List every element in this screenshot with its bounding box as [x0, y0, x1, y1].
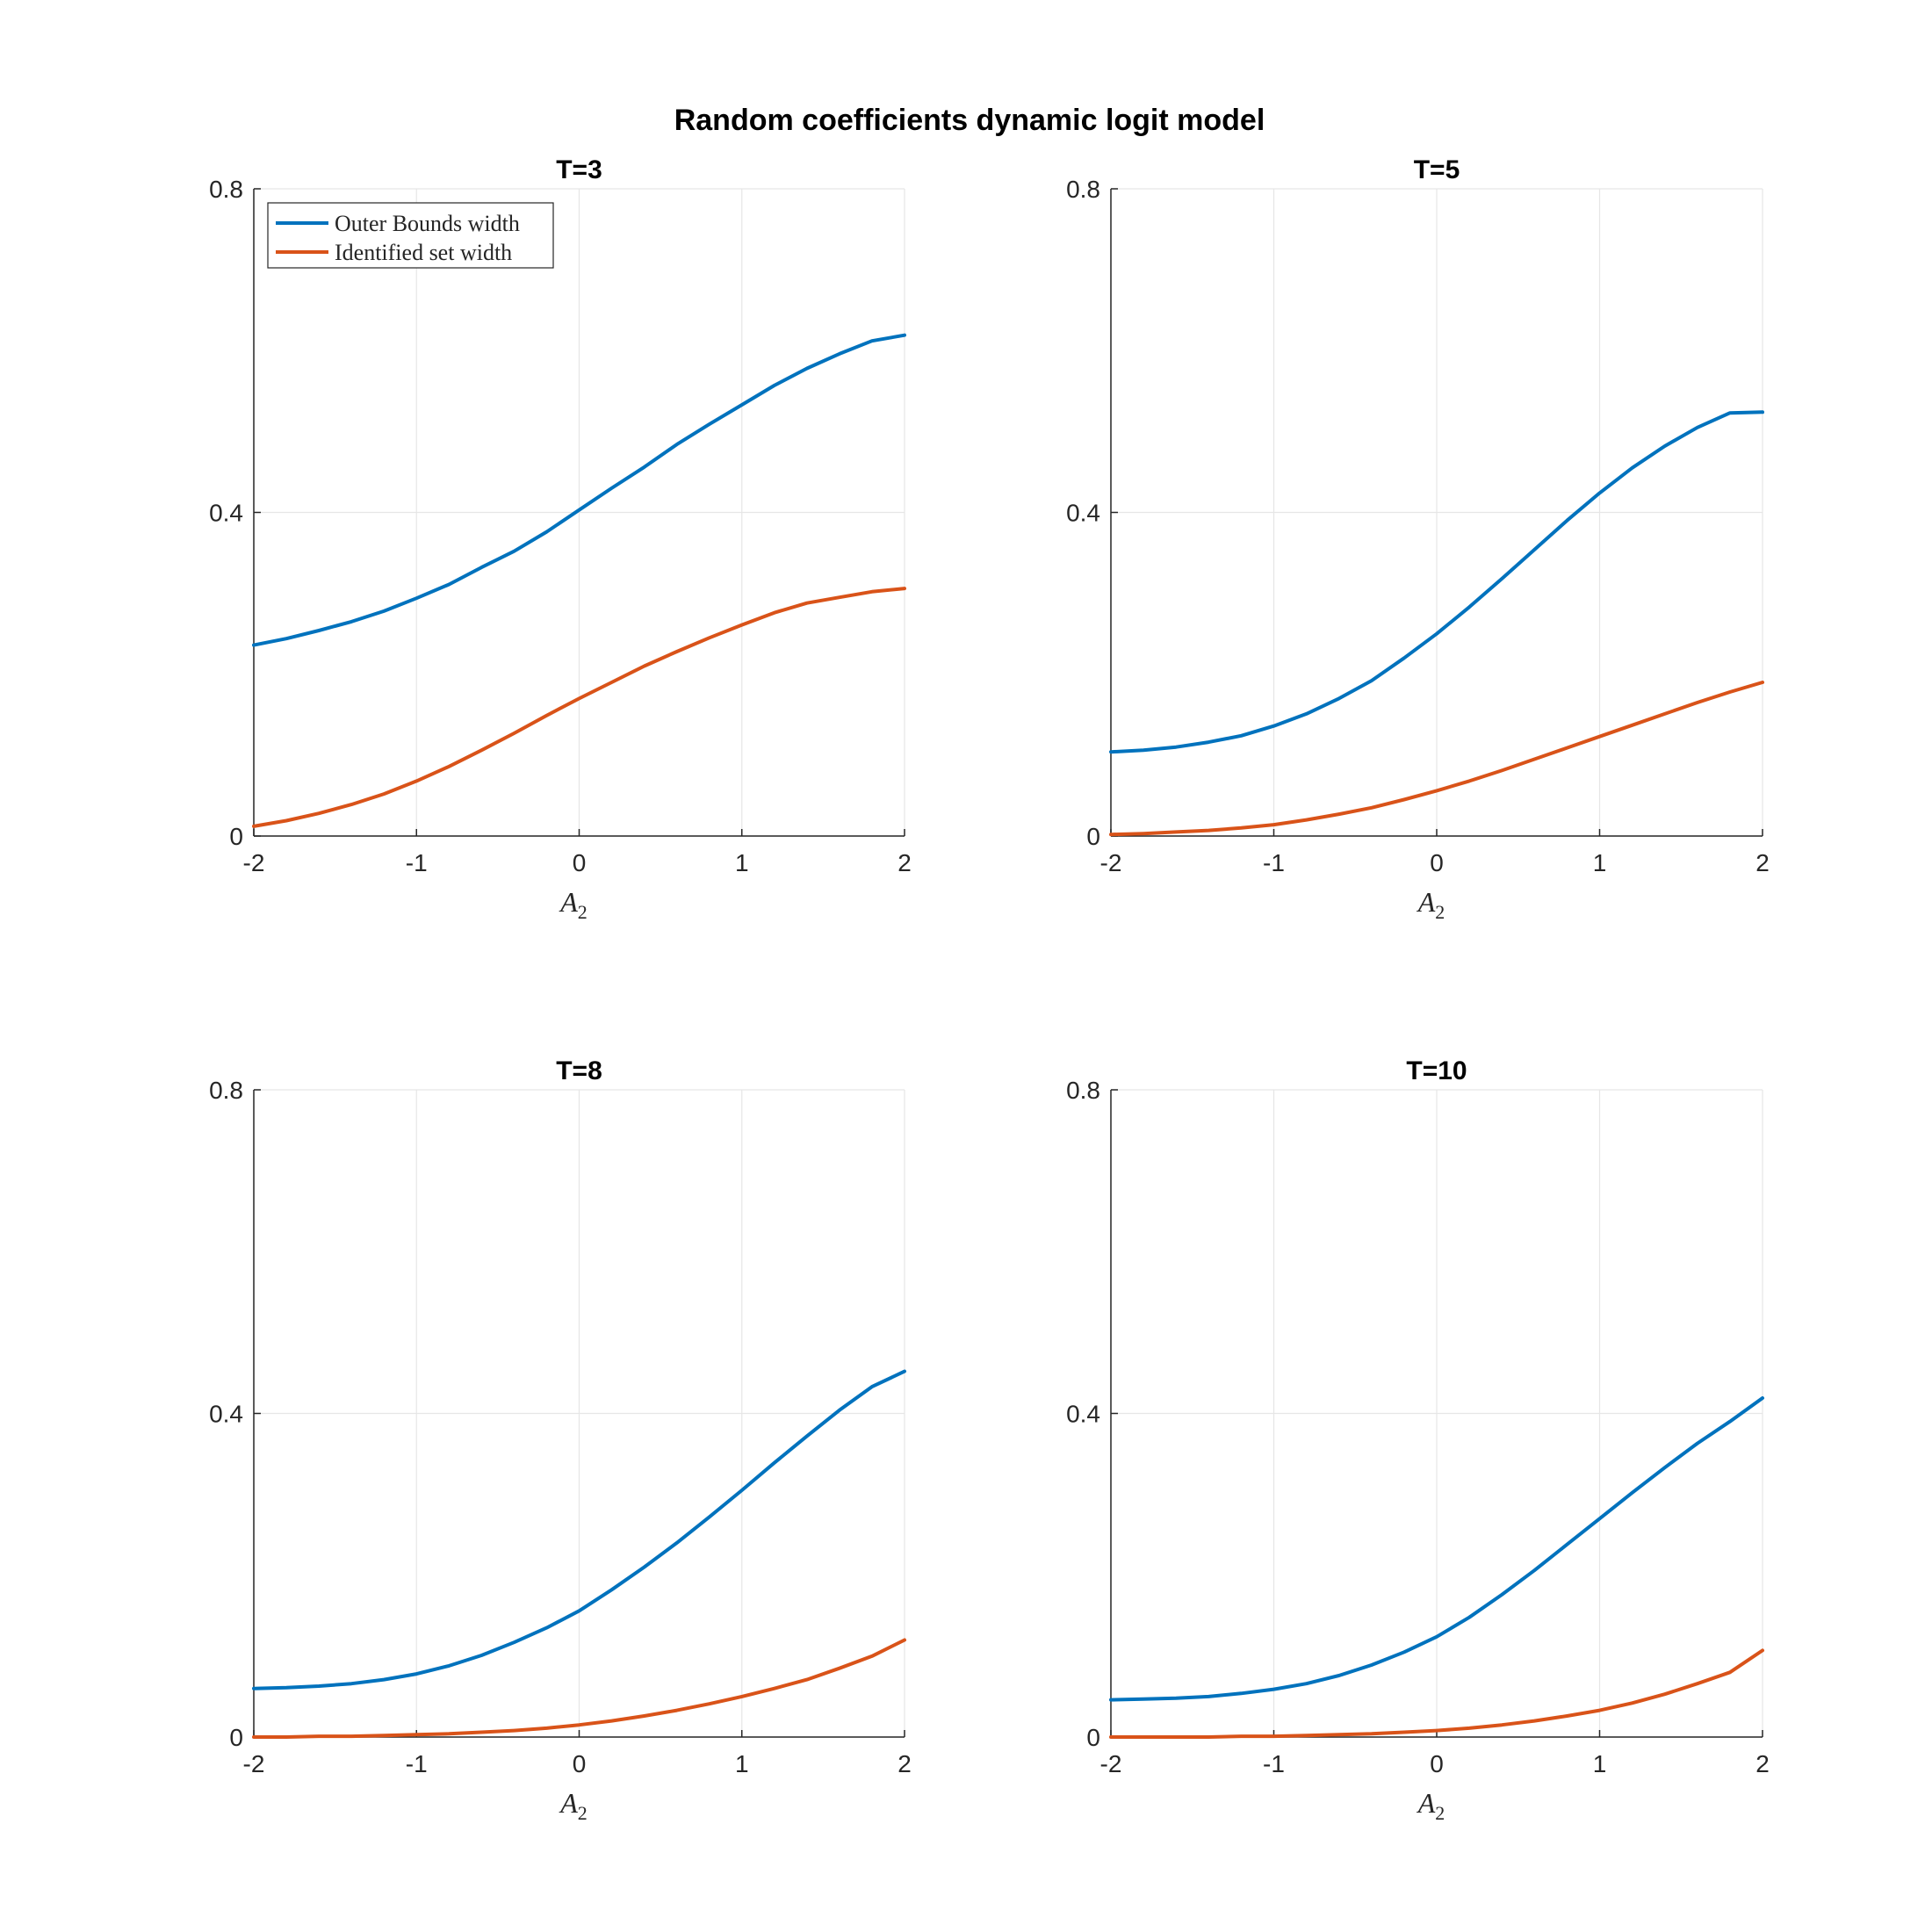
series-line-identified-set-width — [1109, 681, 1764, 837]
x-tick-label: 1 — [735, 849, 749, 876]
x-tick-label: 2 — [898, 1750, 912, 1777]
y-tick-label: 0.8 — [1066, 176, 1100, 203]
x-tick-label: 1 — [1593, 849, 1607, 876]
x-tick-label: -2 — [243, 1750, 265, 1777]
x-axis-label-main: A — [559, 886, 578, 918]
y-tick-label: 0.8 — [209, 176, 243, 203]
x-axis-label-main: A — [1417, 1787, 1436, 1819]
x-tick-label: 0 — [1430, 1750, 1444, 1777]
y-tick-label: 0.4 — [1066, 1401, 1100, 1428]
legend-entry-label: Outer Bounds width — [335, 211, 520, 236]
series-line-identified-set-width — [1109, 1648, 1764, 1739]
x-tick-label: 2 — [1755, 1750, 1770, 1777]
series-line-outer-bounds-width — [1109, 410, 1764, 754]
subplot-3: -2 -1 0 1 200.40.8T=8A2 — [209, 1056, 912, 1824]
y-tick-label: 0.8 — [1066, 1077, 1100, 1104]
subplot-title: T=10 — [1406, 1056, 1467, 1085]
series-line-outer-bounds-width — [252, 1369, 906, 1690]
x-tick-label: 2 — [1755, 849, 1770, 876]
x-tick-label: 1 — [1593, 1750, 1607, 1777]
x-axis-label-main: A — [559, 1787, 578, 1819]
x-axis-label: A2 — [559, 1787, 588, 1824]
y-tick-label: 0 — [1086, 823, 1100, 850]
figure-title: Random coefficients dynamic logit model — [674, 104, 1265, 137]
subplot-title: T=3 — [556, 155, 602, 184]
series-line-identified-set-width — [252, 587, 906, 828]
x-tick-label: -1 — [1263, 1750, 1285, 1777]
x-tick-label: -1 — [406, 1750, 428, 1777]
x-tick-label: -1 — [1263, 849, 1285, 876]
x-tick-label: -2 — [1100, 1750, 1122, 1777]
x-axis-label-main: A — [1417, 886, 1436, 918]
y-tick-label: 0 — [229, 823, 243, 850]
x-tick-label: 0 — [1430, 849, 1444, 876]
subplot-title: T=5 — [1414, 155, 1460, 184]
series-line-identified-set-width — [252, 1638, 906, 1739]
x-tick-label: -2 — [1100, 849, 1122, 876]
x-tick-label: -1 — [406, 849, 428, 876]
legend-entry-label: Identified set width — [335, 240, 512, 265]
y-tick-label: 0.4 — [209, 500, 243, 527]
x-axis-label-subscript: 2 — [1435, 901, 1445, 923]
y-tick-label: 0.4 — [209, 1401, 243, 1428]
x-axis-label-subscript: 2 — [578, 1802, 588, 1824]
x-axis-label: A2 — [559, 886, 588, 923]
x-axis-label-subscript: 2 — [578, 901, 588, 923]
x-tick-label: 2 — [898, 849, 912, 876]
x-axis-label-subscript: 2 — [1435, 1802, 1445, 1824]
subplot-title: T=8 — [556, 1056, 602, 1085]
series-line-outer-bounds-width — [1109, 1396, 1764, 1702]
series-line-outer-bounds-width — [252, 333, 906, 647]
x-axis-label: A2 — [1417, 1787, 1445, 1824]
subplot-2: -2 -1 0 1 200.40.8T=5A2 — [1066, 155, 1770, 923]
x-tick-label: 0 — [573, 849, 587, 876]
y-tick-label: 0.8 — [209, 1077, 243, 1104]
x-tick-label: 0 — [573, 1750, 587, 1777]
x-axis-label: A2 — [1417, 886, 1445, 923]
legend: Outer Bounds width Identified set width — [267, 202, 554, 269]
x-tick-label: -2 — [243, 849, 265, 876]
legend-box — [267, 202, 554, 269]
x-tick-label: 1 — [735, 1750, 749, 1777]
y-tick-label: 0 — [1086, 1724, 1100, 1751]
y-tick-label: 0 — [229, 1724, 243, 1751]
y-tick-label: 0.4 — [1066, 500, 1100, 527]
